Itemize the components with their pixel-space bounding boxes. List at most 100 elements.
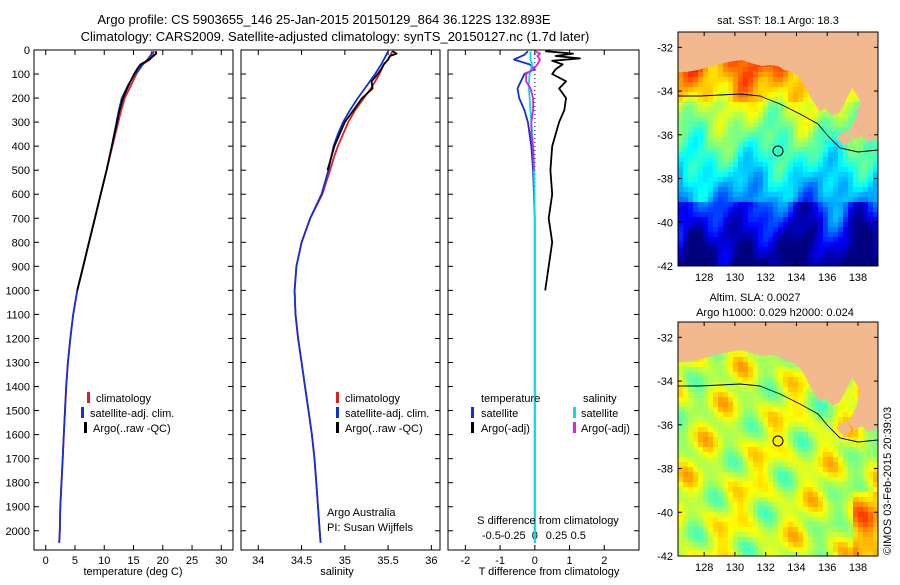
heatmap-cell [818,537,824,543]
heatmap-cell [738,377,744,383]
heatmap-cell [838,147,844,153]
heatmap-cell [768,107,774,113]
heatmap-cell [818,502,824,508]
heatmap-cell [723,527,729,533]
heatmap-cell [718,527,724,533]
heatmap-cell [868,522,874,528]
heatmap-cell [778,67,784,73]
heatmap-cell [828,187,834,193]
heatmap-cell [818,177,824,183]
heatmap-cell [848,552,854,556]
heatmap-cell [703,417,709,423]
heatmap-cell [738,497,744,503]
heatmap-cell [788,172,794,178]
heatmap-cell [678,367,684,373]
heatmap-cell [688,382,694,388]
heatmap-cell [703,87,709,93]
heatmap-cell [813,147,819,153]
heatmap-cell [738,437,744,443]
heatmap-cell [808,462,814,468]
heatmap-cell [798,197,804,203]
depth-tick-label: 800 [12,237,30,249]
heatmap-cell [678,527,684,533]
heatmap-cell [713,127,719,133]
heatmap-cell [758,362,764,368]
heatmap-cell [708,97,714,103]
heatmap-cell [678,522,684,528]
heatmap-cell [768,442,774,448]
heatmap-cell [728,192,734,198]
heatmap-cell [723,117,729,123]
heatmap-cell [678,257,684,263]
heatmap-cell [758,467,764,473]
heatmap-cell [828,407,834,413]
heatmap-cell [753,362,759,368]
heatmap-cell [833,402,839,408]
heatmap-cell [718,102,724,108]
heatmap-cell [808,152,814,158]
heatmap-cell [843,217,849,223]
heatmap-cell [823,127,829,133]
heatmap-cell [763,397,769,403]
heatmap-cell [743,117,749,123]
heatmap-cell [678,507,684,513]
heatmap-cell [763,147,769,153]
heatmap-cell [828,482,834,488]
heatmap-cell [688,452,694,458]
heatmap-cell [773,382,779,388]
heatmap-cell [738,552,744,556]
heatmap-cell [723,147,729,153]
heatmap-cell [728,102,734,108]
heatmap-cell [768,487,774,493]
heatmap-cell [693,72,699,78]
heatmap-cell [733,117,739,123]
heatmap-cell [738,542,744,548]
heatmap-cell [748,212,754,218]
heatmap-cell [773,197,779,203]
heatmap-cell [778,82,784,88]
heatmap-cell [818,412,824,418]
heatmap-cell [718,182,724,188]
heatmap-cell [748,467,754,473]
heatmap-cell [798,442,804,448]
sla-map-frame [677,321,879,557]
heatmap-cell [748,357,754,363]
heatmap-cell [783,147,789,153]
heatmap-cell [838,112,844,118]
heatmap-cell [778,252,784,258]
heatmap-cell [853,447,859,453]
heatmap-cell [698,507,704,513]
heatmap-cell [708,217,714,223]
heatmap-cell [808,157,814,163]
heatmap-cell [808,447,814,453]
heatmap-cell [843,187,849,193]
heatmap-cell [713,197,719,203]
heatmap-cell [708,407,714,413]
heatmap-cell [728,222,734,228]
heatmap-cell [703,117,709,123]
heatmap-cell [693,512,699,518]
heatmap-cell [703,442,709,448]
heatmap-cell [843,512,849,518]
heatmap-cell [853,237,859,243]
heatmap-cell [828,227,834,233]
heatmap-cell [833,457,839,463]
heatmap-cell [678,382,684,388]
heatmap-cell [683,492,689,498]
heatmap-cell [708,192,714,198]
heatmap-cell [793,527,799,533]
heatmap-cell [738,412,744,418]
heatmap-cell [848,392,854,398]
heatmap-cell [738,422,744,428]
heatmap-cell [753,177,759,183]
heatmap-cell [763,532,769,538]
heatmap-cell [813,477,819,483]
heatmap-cell [868,142,874,148]
heatmap-cell [703,397,709,403]
heatmap-cell [838,467,844,473]
heatmap-cell [863,497,869,503]
heatmap-cell [823,232,829,238]
heatmap-cell [838,507,844,513]
heatmap-cell [748,112,754,118]
heatmap-cell [818,227,824,233]
